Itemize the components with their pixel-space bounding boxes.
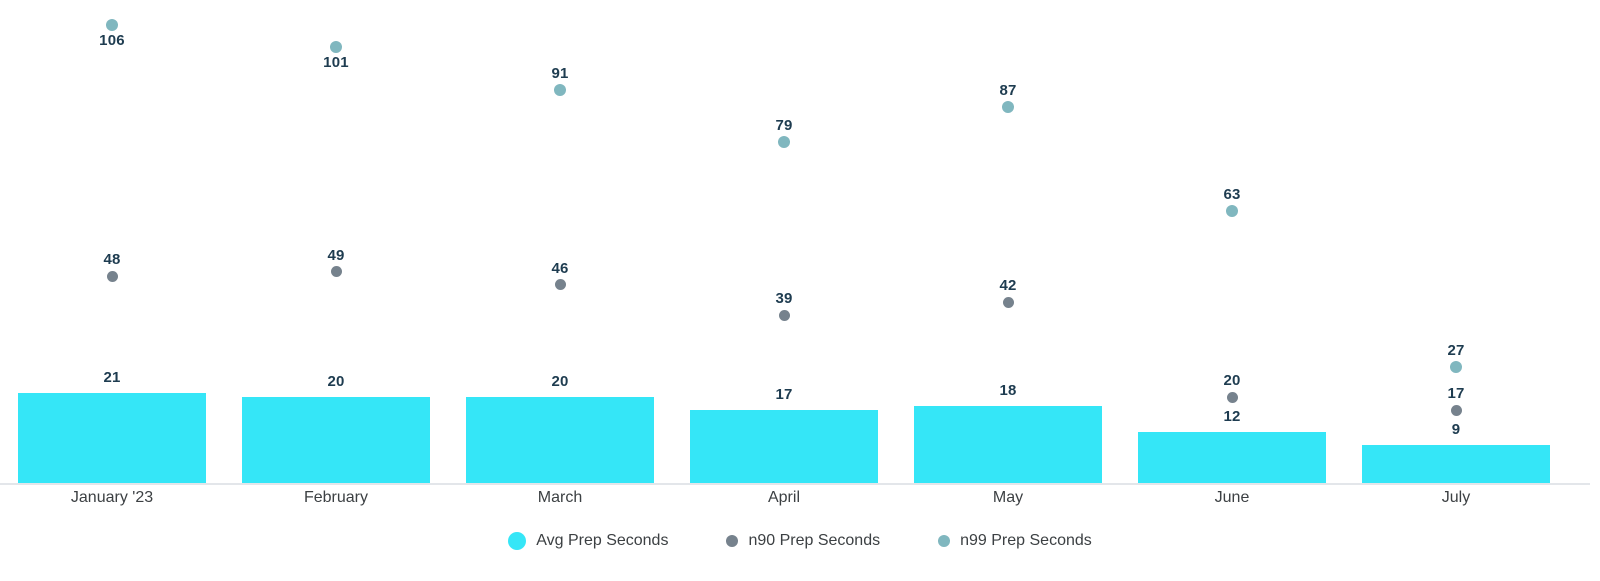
value-label: 42 — [999, 277, 1017, 295]
dot-n99-prep-seconds[interactable] — [1002, 101, 1014, 114]
legend-item[interactable]: Avg Prep Seconds — [508, 532, 668, 550]
value-label: 20 — [327, 373, 345, 391]
legend-swatch-icon — [508, 532, 527, 550]
legend-label: Avg Prep Seconds — [536, 532, 669, 549]
value-label: 87 — [999, 82, 1017, 100]
value-label: 106 — [99, 32, 125, 50]
value-label: 101 — [323, 53, 349, 71]
bar-avg-prep-seconds[interactable] — [689, 410, 879, 484]
value-label: 91 — [551, 65, 569, 83]
chart-column: 20 46 91 — [448, 0, 672, 484]
x-axis-label: March — [537, 489, 583, 506]
x-axis-label: July — [1441, 489, 1471, 506]
dot-n99-prep-seconds[interactable] — [1226, 205, 1238, 218]
bar-avg-prep-seconds[interactable] — [1137, 432, 1327, 484]
legend-swatch-icon — [726, 535, 739, 547]
value-label: 20 — [551, 373, 569, 391]
value-label: 12 — [1223, 408, 1241, 426]
bar-avg-prep-seconds[interactable] — [1361, 445, 1551, 484]
bar-avg-prep-seconds[interactable] — [913, 406, 1103, 484]
chart-column: 20 49 101 — [224, 0, 448, 484]
legend-item[interactable]: n99 Prep Seconds — [938, 532, 1092, 550]
x-axis-line — [0, 483, 1590, 485]
chart-column: 12 20 63 — [1120, 0, 1344, 484]
dot-n90-prep-seconds[interactable] — [554, 279, 566, 291]
x-axis-label: February — [303, 489, 369, 506]
value-label: 48 — [103, 251, 121, 269]
x-axis-label: May — [992, 489, 1024, 506]
dot-n90-prep-seconds[interactable] — [1226, 391, 1238, 403]
dot-n90-prep-seconds[interactable] — [778, 309, 790, 321]
value-label: 17 — [775, 386, 793, 404]
chart-column: 9 17 27 — [1344, 0, 1568, 484]
value-label: 49 — [327, 246, 345, 264]
dot-n90-prep-seconds[interactable] — [106, 270, 118, 282]
legend: Avg Prep Seconds n90 Prep Seconds n99 Prep… — [0, 532, 1600, 550]
bar-avg-prep-seconds[interactable] — [241, 397, 431, 484]
value-label: 21 — [103, 369, 121, 387]
legend-item[interactable]: n90 Prep Seconds — [726, 532, 880, 550]
dot-n99-prep-seconds[interactable] — [106, 19, 118, 32]
value-label: 27 — [1447, 342, 1465, 360]
bar-avg-prep-seconds[interactable] — [17, 393, 207, 484]
legend-label: n90 Prep Seconds — [748, 532, 881, 549]
value-label: 39 — [775, 290, 793, 308]
dot-n90-prep-seconds[interactable] — [330, 266, 342, 278]
bar-avg-prep-seconds[interactable] — [465, 397, 655, 484]
dot-n90-prep-seconds[interactable] — [1002, 296, 1014, 308]
x-axis-labels: January '23 February March April May June July — [0, 489, 1568, 507]
legend-label: n99 Prep Seconds — [960, 532, 1092, 549]
value-label: 9 — [1451, 421, 1461, 439]
value-label: 18 — [999, 382, 1017, 400]
value-label: 46 — [551, 259, 569, 277]
legend-swatch-icon — [938, 535, 951, 547]
value-label: 20 — [1223, 372, 1241, 390]
plot-area: 21 48 106 20 49 101 20 46 91 17 39 79 18 42 87 12 20 63 9 1… — [0, 0, 1568, 484]
value-label: 79 — [775, 117, 793, 134]
chart-column: 21 48 106 — [0, 0, 224, 484]
dot-n90-prep-seconds[interactable] — [1450, 404, 1462, 416]
value-label: 17 — [1447, 385, 1465, 403]
dot-n99-prep-seconds[interactable] — [554, 84, 566, 97]
x-axis-label: June — [1214, 489, 1250, 506]
chart-column: 18 42 87 — [896, 0, 1120, 484]
x-axis-label: April — [767, 489, 800, 506]
dot-n99-prep-seconds[interactable] — [1450, 361, 1462, 374]
dot-n99-prep-seconds[interactable] — [778, 136, 790, 148]
dot-n99-prep-seconds[interactable] — [330, 40, 342, 53]
value-label: 63 — [1223, 186, 1241, 204]
x-axis-label: January '23 — [70, 489, 154, 506]
chart-column: 17 39 79 — [672, 0, 896, 484]
